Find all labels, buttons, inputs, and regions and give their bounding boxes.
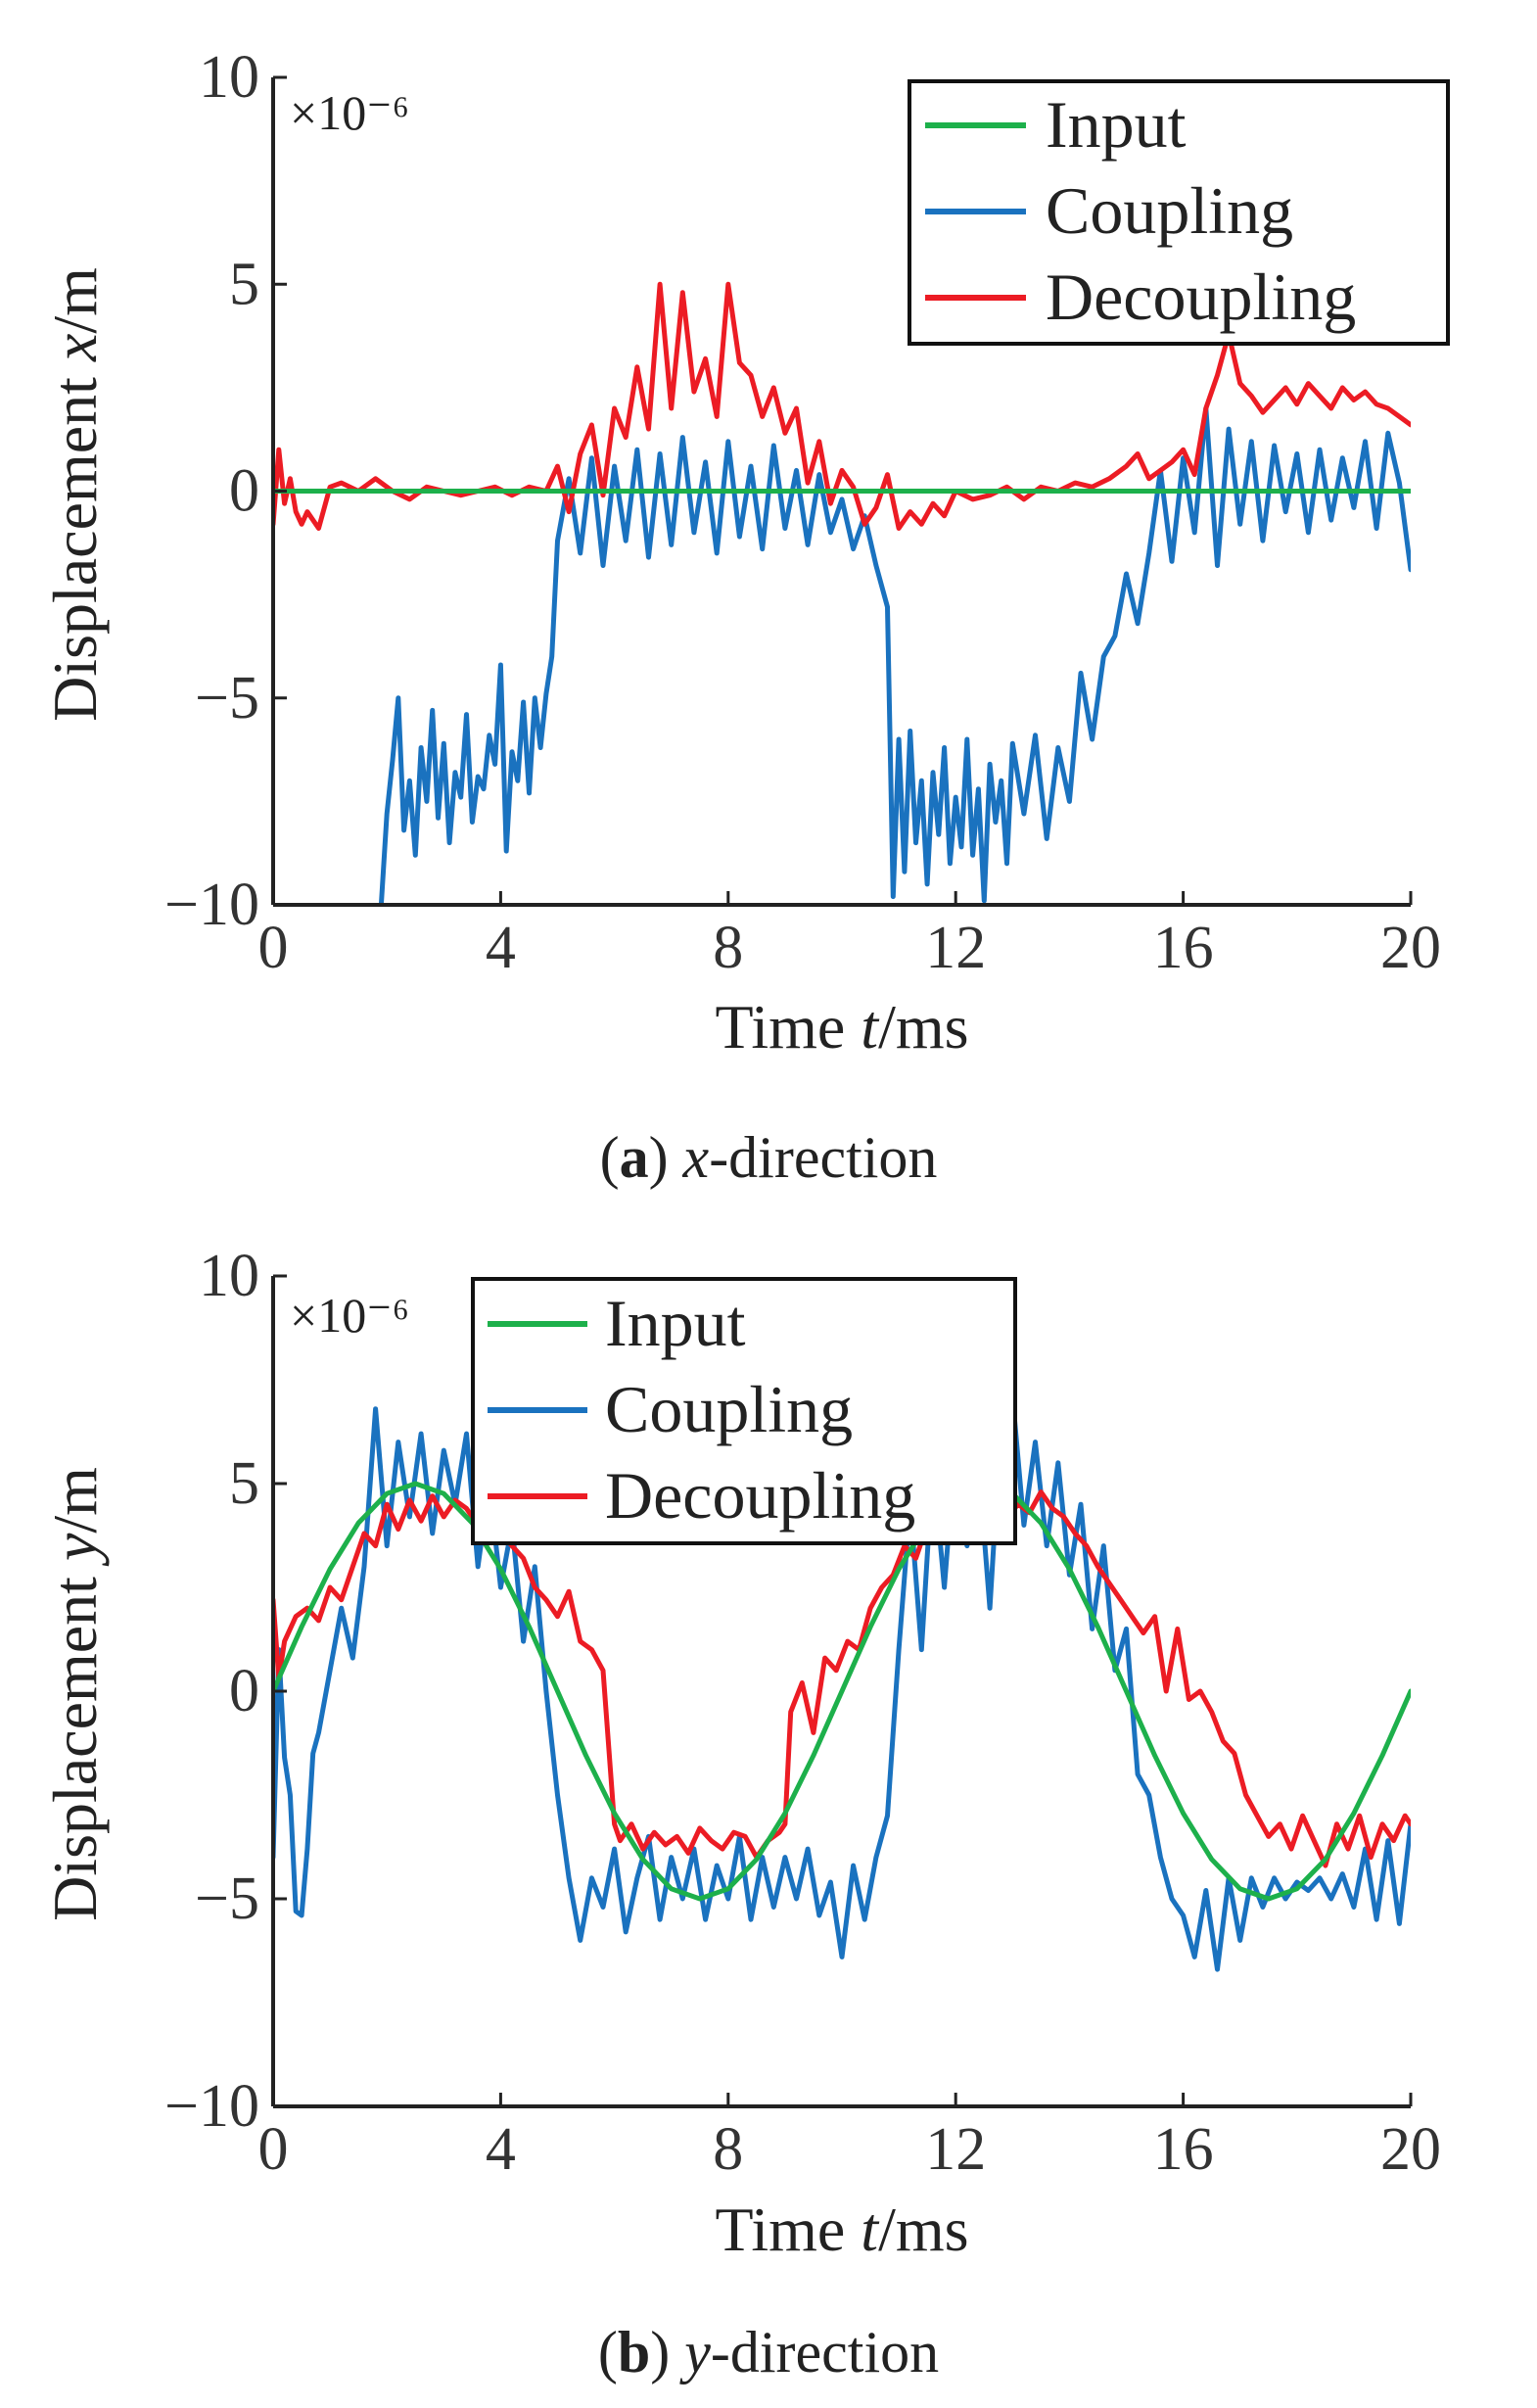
y-tick-label: 5 bbox=[229, 1450, 259, 1517]
y-axis-label: Displacement x/m bbox=[40, 267, 110, 722]
y-multiplier: ×10⁻⁶ bbox=[290, 85, 409, 140]
panel-a: 0 4 8 12 16 20 −10 −5 0 5 10 ×10⁻⁶ Time t/ms Disp… bbox=[40, 44, 1450, 1190]
x-tick-label: 4 bbox=[486, 915, 516, 981]
legend-label-coupling: Coupling bbox=[605, 1372, 853, 1446]
y-tick-label: 0 bbox=[229, 1658, 259, 1724]
legend: Input Coupling Decoupling bbox=[471, 1277, 1017, 1545]
legend-label-coupling: Coupling bbox=[1046, 173, 1293, 248]
x-tick-label: 0 bbox=[258, 2116, 289, 2183]
y-multiplier: ×10⁻⁶ bbox=[290, 1288, 409, 1343]
y-tick-label: 10 bbox=[199, 1243, 259, 1309]
y-tick-label: −5 bbox=[195, 665, 259, 732]
caption-b: (b) y-direction bbox=[598, 2320, 939, 2384]
x-tick-label: 12 bbox=[925, 915, 986, 981]
x-tick-label: 8 bbox=[713, 2116, 743, 2183]
series-group-b bbox=[273, 1393, 1411, 1972]
panel-b: 0 4 8 12 16 20 −10 −5 0 5 10 ×10⁻⁶ Time t/ms Disp… bbox=[40, 1243, 1441, 2384]
x-ticks-b: 0 4 8 12 16 20 bbox=[258, 2093, 1441, 2183]
x-tick-label: 8 bbox=[713, 915, 743, 981]
legend-label-input: Input bbox=[605, 1286, 746, 1360]
legend-label-decoupling: Decoupling bbox=[1046, 260, 1356, 334]
series-line-coupling bbox=[273, 1393, 1411, 1972]
x-tick-label: 20 bbox=[1380, 2116, 1441, 2183]
series-line-input bbox=[273, 1481, 1411, 1902]
x-axis-label: Time t/ms bbox=[715, 2195, 968, 2264]
y-ticks-b: −10 −5 0 5 10 bbox=[164, 1243, 287, 2140]
x-tick-label: 12 bbox=[925, 2116, 986, 2183]
series-line-coupling bbox=[378, 405, 1411, 905]
x-tick-label: 0 bbox=[258, 915, 289, 981]
series-group-a bbox=[273, 281, 1411, 905]
x-tick-label: 20 bbox=[1380, 915, 1441, 981]
y-tick-label: 5 bbox=[229, 251, 259, 317]
caption-a: (a) x-direction bbox=[600, 1125, 938, 1190]
legend-label-input: Input bbox=[1046, 87, 1187, 162]
x-tick-label: 16 bbox=[1153, 2116, 1214, 2183]
y-ticks-a: −10 −5 0 5 10 bbox=[164, 44, 287, 938]
legend-label-decoupling: Decoupling bbox=[605, 1458, 915, 1533]
y-tick-label: −10 bbox=[164, 872, 259, 938]
series-line-decoupling bbox=[273, 1489, 1411, 1868]
y-axis-label: Displacement y/m bbox=[40, 1467, 110, 1921]
y-tick-label: 10 bbox=[199, 44, 259, 111]
x-tick-label: 16 bbox=[1153, 915, 1214, 981]
legend: Input Coupling Decoupling bbox=[908, 79, 1450, 346]
x-tick-label: 4 bbox=[486, 2116, 516, 2183]
x-axis-label: Time t/ms bbox=[715, 992, 968, 1062]
y-tick-label: −10 bbox=[164, 2073, 259, 2140]
y-tick-label: 0 bbox=[229, 458, 259, 525]
x-ticks-a: 0 4 8 12 16 20 bbox=[258, 891, 1441, 981]
y-tick-label: −5 bbox=[195, 1865, 259, 1932]
